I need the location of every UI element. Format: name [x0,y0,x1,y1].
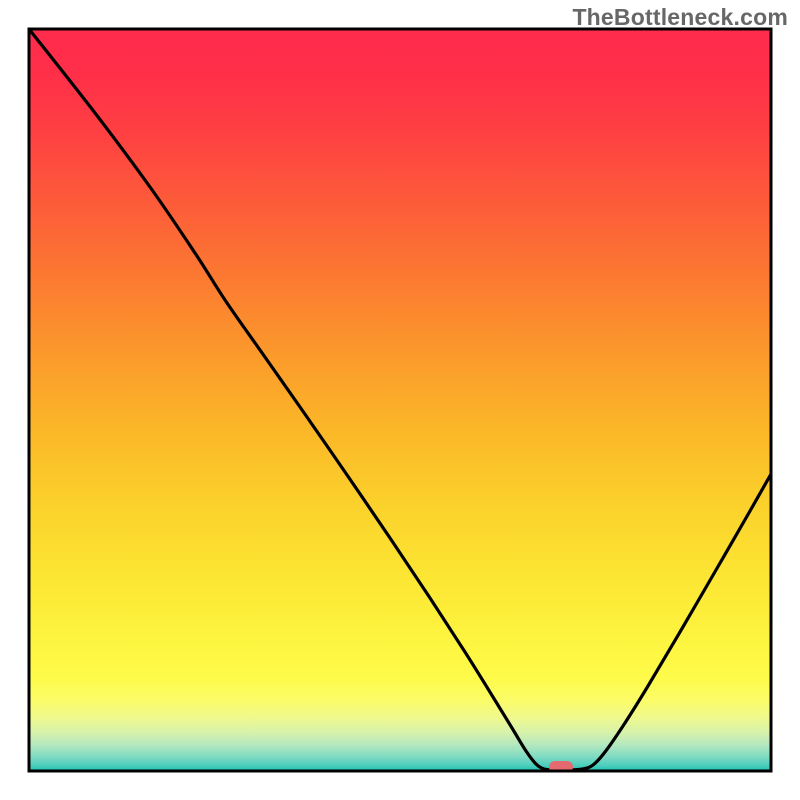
chart-container: TheBottleneck.com [0,0,800,800]
watermark-text: TheBottleneck.com [572,4,788,31]
chart-svg [0,0,800,800]
gradient-background [29,29,771,771]
